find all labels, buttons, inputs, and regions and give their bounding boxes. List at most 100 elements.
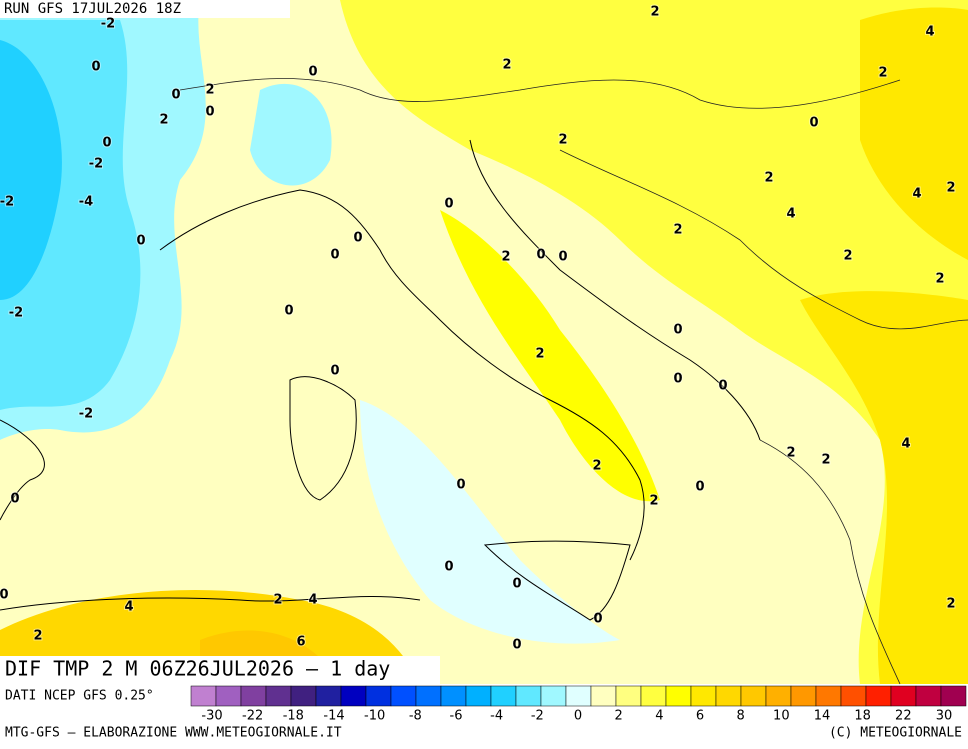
header-box	[0, 0, 290, 18]
contour-label: 0	[593, 612, 602, 627]
contour-label: 0	[205, 105, 214, 120]
colorbar-swatch	[390, 685, 417, 707]
contour-label: 4	[901, 437, 910, 452]
colorbar-swatch	[690, 685, 717, 707]
contour-label: 2	[33, 629, 42, 644]
contour-label: 4	[786, 207, 795, 222]
contour-label: -2	[79, 407, 93, 422]
contour-label: 2	[650, 5, 659, 20]
colorbar-tick-label: 0	[574, 709, 582, 724]
contour-label: 2	[159, 113, 168, 128]
contour-label: 2	[935, 272, 944, 287]
colorbar-swatch	[315, 685, 342, 707]
colorbar-tick-label: 10	[773, 709, 790, 724]
contour-label: 0	[330, 248, 339, 263]
border	[179, 78, 901, 109]
contour-label: 6	[296, 635, 305, 650]
colorbar-swatch	[215, 685, 242, 707]
contour-label: 2	[946, 181, 955, 196]
contour-label: 2	[273, 593, 282, 608]
colorbar-swatch	[740, 685, 767, 707]
contour-label: 0	[718, 379, 727, 394]
contour-label: 0	[512, 638, 521, 653]
contour-label: -2	[101, 17, 115, 32]
contour-label: 2	[843, 249, 852, 264]
contour-label: 4	[912, 187, 921, 202]
colorbar-tick-label: 4	[655, 709, 663, 724]
contour-label: 2	[592, 459, 601, 474]
contour-label: 0	[809, 116, 818, 131]
contour-label: 0	[512, 577, 521, 592]
colorbar: -30 -22 -18 -14 -10 -8 -6 -4 -2 0 2 4 6 8 10 14 18 22 30	[190, 685, 967, 724]
contour-label: 0	[456, 478, 465, 493]
colorbar-swatch	[815, 685, 842, 707]
contour-label: 2	[673, 223, 682, 238]
colorbar-swatch	[540, 685, 567, 707]
contour-label: 0	[102, 136, 111, 151]
colorbar-swatch	[290, 685, 317, 707]
contour-label: 0	[673, 323, 682, 338]
colorbar-tick-label: -30	[201, 709, 222, 724]
contour-label: 0	[353, 231, 362, 246]
contour-label: 0	[330, 364, 339, 379]
colorbar-swatch	[465, 685, 492, 707]
colorbar-swatch	[640, 685, 667, 707]
contour-label: 0	[284, 304, 293, 319]
colorbar-swatch	[615, 685, 642, 707]
contour-label: 2	[649, 494, 658, 509]
colorbar-swatch	[915, 685, 942, 707]
contour-label: 0	[558, 250, 567, 265]
contour-label: 0	[308, 65, 317, 80]
footer-left: MTG-GFS — ELABORAZIONE WWW.METEOGIORNALE…	[5, 726, 342, 741]
colorbar-tick-label: 18	[854, 709, 871, 724]
contour-label: 0	[10, 492, 19, 507]
warm-area	[340, 0, 968, 684]
border	[559, 149, 968, 330]
contour-label: 0	[673, 372, 682, 387]
contour-label: 2	[946, 597, 955, 612]
contour-label: 2	[558, 133, 567, 148]
colorbar-swatch	[340, 685, 367, 707]
cold-area	[0, 40, 62, 300]
colorbar-tick-label: 22	[895, 709, 912, 724]
colorbar-swatch	[190, 685, 217, 707]
warm-area	[800, 291, 968, 684]
title-box	[0, 656, 440, 684]
colorbar-swatch	[715, 685, 742, 707]
contour-label: -2	[9, 306, 23, 321]
contour-label: 2	[205, 83, 214, 98]
contour-label: 0	[0, 588, 9, 603]
colorbar-swatch	[565, 685, 592, 707]
border	[759, 439, 901, 685]
colorbar-tick-label: -22	[242, 709, 263, 724]
contour-label: 0	[136, 234, 145, 249]
coastline	[0, 419, 45, 521]
contour-label: 0	[444, 197, 453, 212]
contour-label: 4	[925, 25, 934, 40]
colorbar-swatch	[665, 685, 692, 707]
colorbar-swatch	[940, 685, 967, 707]
contour-label: -2	[89, 157, 103, 172]
colorbar-swatch	[790, 685, 817, 707]
cold-area	[250, 83, 332, 186]
colorbar-tick-label: -4	[490, 709, 503, 724]
contour-label: 2	[821, 453, 830, 468]
colorbar-tick-label: 6	[696, 709, 704, 724]
data-source: DATI NCEP GFS 0.25°	[5, 689, 154, 704]
contour-label: 0	[171, 88, 180, 103]
colorbar-swatch	[590, 685, 617, 707]
contour-label: 4	[124, 600, 133, 615]
colorbar-tick-label: -14	[323, 709, 344, 724]
contour-label: 2	[878, 66, 887, 81]
coastline	[469, 139, 761, 441]
contour-label: -4	[79, 195, 93, 210]
warm-area	[860, 7, 968, 260]
colorbar-tick-label: 30	[936, 709, 953, 724]
map-title: DIF TMP 2 M 06Z26JUL2026 — 1 day	[5, 657, 390, 681]
contour-label: 4	[308, 593, 317, 608]
colorbar-tick-label: -18	[283, 709, 304, 724]
colorbar-swatch	[440, 685, 467, 707]
colorbar-tick-label: 14	[814, 709, 831, 724]
coastline	[289, 376, 357, 501]
